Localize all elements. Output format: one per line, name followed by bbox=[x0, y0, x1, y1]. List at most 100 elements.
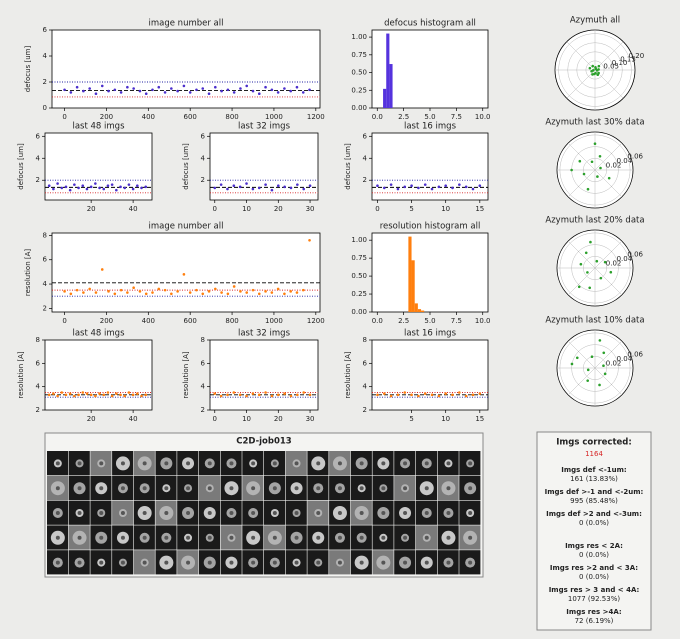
class-core bbox=[186, 511, 191, 515]
point bbox=[115, 392, 118, 395]
x-tick-label: 7.5 bbox=[451, 113, 462, 121]
point bbox=[302, 187, 306, 191]
point bbox=[176, 89, 179, 93]
point bbox=[214, 287, 217, 291]
y-tick-label: 4 bbox=[36, 383, 41, 391]
x-tick-label: 1200 bbox=[307, 113, 325, 121]
point bbox=[151, 291, 154, 294]
point bbox=[119, 91, 123, 94]
stats-label: Imgs res < 2A: bbox=[565, 542, 623, 550]
class-core bbox=[99, 461, 104, 466]
point bbox=[570, 362, 574, 366]
point bbox=[588, 66, 592, 70]
point bbox=[88, 287, 91, 291]
point bbox=[570, 168, 573, 172]
point bbox=[52, 392, 55, 395]
class-core bbox=[468, 486, 473, 491]
class-core bbox=[337, 560, 342, 565]
point bbox=[136, 392, 139, 395]
plot-area bbox=[51, 232, 321, 313]
point bbox=[82, 89, 85, 93]
point bbox=[113, 88, 117, 92]
class-core bbox=[251, 535, 256, 540]
point bbox=[245, 291, 249, 294]
point bbox=[471, 187, 475, 191]
r-grid bbox=[571, 244, 619, 292]
y-tick-label: 8 bbox=[363, 336, 367, 344]
class-core bbox=[99, 535, 104, 540]
class-core bbox=[99, 560, 104, 565]
point bbox=[295, 85, 299, 89]
x-tick-label: 40 bbox=[129, 205, 138, 213]
point bbox=[451, 186, 454, 190]
point bbox=[85, 187, 89, 191]
point bbox=[589, 240, 592, 244]
x-tick-label: 2.5 bbox=[398, 113, 409, 121]
point bbox=[140, 394, 143, 398]
point bbox=[251, 187, 255, 191]
point bbox=[410, 184, 413, 188]
point bbox=[94, 394, 97, 398]
class-core bbox=[381, 535, 386, 540]
point bbox=[140, 186, 143, 190]
class-core bbox=[77, 511, 82, 515]
point bbox=[138, 89, 142, 93]
x-tick-label: 2.5 bbox=[398, 317, 409, 325]
x-tick-label: 800 bbox=[225, 317, 238, 325]
r-tick-label: 0.02 bbox=[606, 162, 622, 170]
x-tick-label: 5.0 bbox=[424, 113, 435, 121]
r-tick-label: 0.04 bbox=[617, 157, 633, 165]
y-tick-label: 2 bbox=[43, 304, 47, 312]
point bbox=[220, 291, 223, 294]
class-core bbox=[164, 511, 169, 515]
stats-value: 0 (0.0%) bbox=[579, 519, 609, 527]
chart-title: resolution histogram all bbox=[380, 222, 481, 232]
point bbox=[458, 391, 461, 394]
spoke bbox=[567, 169, 596, 198]
point bbox=[207, 92, 211, 95]
y-tick-label: 2 bbox=[201, 176, 205, 184]
plot-area bbox=[371, 232, 489, 313]
point bbox=[63, 290, 66, 293]
chart-title: last 48 imgs bbox=[72, 122, 125, 132]
point bbox=[423, 183, 427, 186]
point bbox=[85, 392, 89, 395]
point bbox=[60, 391, 64, 394]
bar bbox=[389, 64, 393, 108]
point bbox=[69, 292, 73, 296]
point bbox=[56, 182, 59, 185]
point bbox=[308, 88, 311, 92]
point bbox=[382, 392, 386, 395]
point bbox=[593, 72, 596, 76]
y-axis-label: defocus [um] bbox=[24, 46, 32, 93]
r-tick-label: 0.05 bbox=[603, 63, 619, 71]
point bbox=[131, 393, 135, 397]
spoke bbox=[566, 69, 596, 99]
x-tick-label: 10 bbox=[441, 415, 450, 423]
y-axis-label: defocus [um] bbox=[344, 143, 352, 190]
point bbox=[458, 183, 461, 186]
r-grid bbox=[558, 33, 632, 107]
spoke bbox=[594, 240, 623, 269]
point bbox=[127, 391, 131, 394]
point bbox=[578, 159, 582, 163]
point bbox=[257, 92, 261, 95]
point bbox=[575, 356, 579, 360]
chart-title: defocus histogram all bbox=[384, 19, 476, 29]
class-core bbox=[120, 535, 125, 540]
plot-area bbox=[209, 339, 319, 411]
class-core bbox=[229, 461, 234, 466]
y-tick-label: 0.75 bbox=[351, 51, 367, 59]
r-grid bbox=[571, 344, 619, 392]
point bbox=[107, 290, 110, 293]
point bbox=[276, 91, 280, 94]
x-tick-label: 0.0 bbox=[372, 317, 383, 325]
class-core bbox=[251, 486, 256, 491]
point bbox=[195, 288, 198, 292]
y-tick-label: 4 bbox=[36, 154, 41, 162]
stats-label: Imgs def >2 and <-3um: bbox=[546, 510, 642, 518]
r-tick-label: 0.06 bbox=[627, 351, 643, 359]
class-core bbox=[424, 535, 429, 540]
point bbox=[270, 394, 274, 398]
class-core bbox=[337, 511, 342, 515]
